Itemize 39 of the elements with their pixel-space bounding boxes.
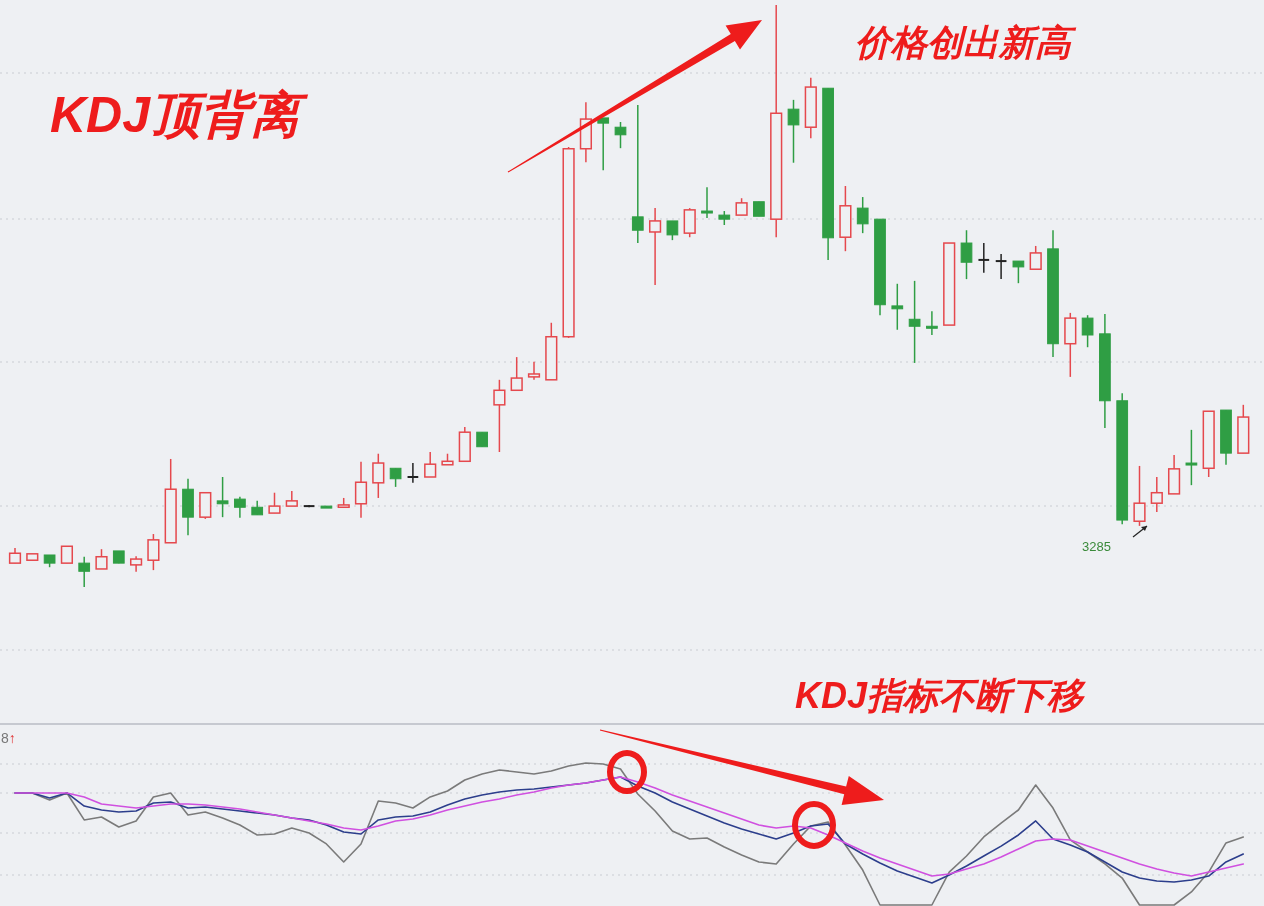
candlestick — [406, 462, 420, 484]
candlestick — [147, 533, 160, 571]
candlestick — [908, 280, 921, 364]
candlestick — [977, 242, 991, 274]
annotation: 价格创出新高 — [855, 22, 1077, 63]
candlestick — [960, 229, 973, 280]
candlestick — [510, 356, 523, 392]
candlestick — [787, 99, 800, 164]
text: KDJ顶背离 — [50, 87, 310, 143]
candlestick — [926, 310, 938, 336]
candlestick — [1150, 476, 1163, 513]
candlestick — [597, 117, 610, 172]
candlestick — [527, 361, 541, 381]
candlestick — [631, 104, 644, 244]
candlestick — [856, 196, 869, 234]
candlestick — [648, 207, 662, 286]
candlestick — [683, 207, 696, 238]
text: KDJ指标不断下移 — [795, 675, 1087, 716]
candlestick — [701, 186, 713, 219]
candlestick — [95, 548, 108, 570]
candlestick — [1081, 314, 1094, 348]
candlestick — [1029, 245, 1042, 270]
candlestick — [666, 220, 679, 241]
candlestick — [78, 555, 91, 588]
annotation: 3285 — [1082, 539, 1111, 554]
candlestick — [372, 452, 385, 499]
candlestick — [234, 496, 246, 519]
candlestick — [1012, 260, 1025, 284]
candlestick — [389, 467, 402, 488]
candlestick — [354, 461, 368, 519]
candlestick — [424, 451, 437, 478]
candlestick — [493, 379, 506, 453]
candlestick — [1185, 429, 1198, 486]
candlestick — [216, 476, 229, 518]
candlestick — [891, 283, 904, 331]
text: 8↑ — [1, 730, 16, 746]
candlestick — [994, 253, 1008, 280]
candlestick — [268, 491, 281, 514]
candlestick — [614, 121, 627, 149]
